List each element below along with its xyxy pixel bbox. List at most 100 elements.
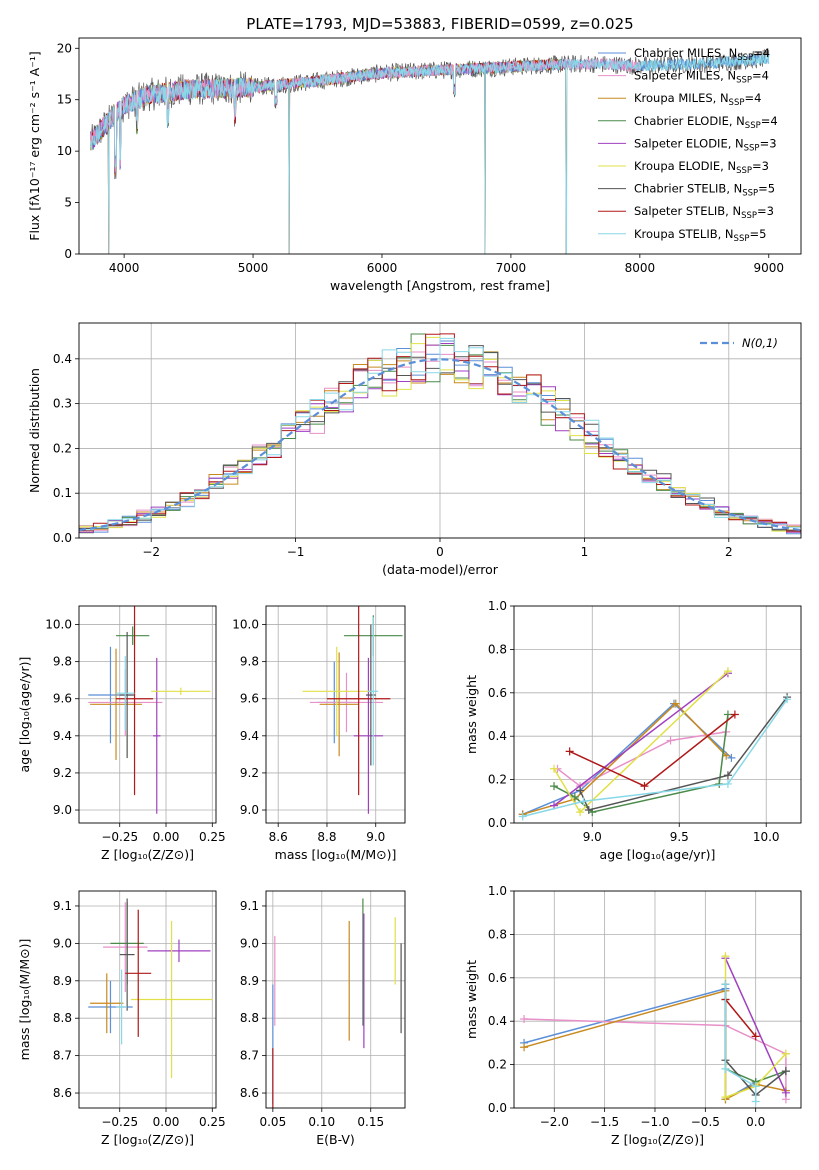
y-tick-label: 8.6 [53, 1086, 72, 1100]
weight-point [520, 1043, 529, 1052]
weight-point [751, 1082, 760, 1091]
plot-area-mass-vs-EBV [266, 891, 405, 1108]
axes-frame [78, 322, 802, 539]
legend-label-tail: =4 [761, 114, 778, 128]
y-tick-label: 0.6 [488, 686, 507, 700]
legend-label-name: Salpeter MILES, N [634, 69, 736, 83]
y-tick-label: 8.8 [240, 1011, 259, 1025]
weight-point [723, 667, 732, 676]
weight-point [576, 786, 585, 795]
x-tick-label: −1.0 [640, 1115, 669, 1129]
weight-point [579, 797, 588, 806]
legend-label-sub: SSP [741, 211, 757, 221]
weight-point [781, 1067, 790, 1076]
y-tick-label: 10 [57, 144, 72, 158]
spectrum-series-9 [90, 53, 770, 254]
weight-point [721, 980, 730, 989]
x-tick-label: 1 [581, 545, 589, 559]
y-tick-label: 9.1 [240, 899, 259, 913]
x-tick-label: 8.8 [317, 830, 336, 844]
legend-label-tail: =5 [758, 182, 775, 196]
weight-series-9 [522, 698, 788, 818]
y-tick-label: 10.0 [45, 618, 72, 632]
plot-area-residuals [79, 323, 801, 538]
y-tick-label: 9.6 [240, 692, 259, 706]
y-tick-label: 9.0 [53, 936, 72, 950]
weight-point [727, 753, 736, 762]
y-tick-label: 1.0 [488, 884, 507, 898]
y-tick-label: 8.7 [240, 1049, 259, 1063]
legend-label-sub: SSP [745, 121, 761, 131]
axes-frame [265, 890, 406, 1109]
panel-weights-vs-age: 9.0 9.5 10.0 0.0 0.2 0.4 0.6 0.8 1.0 age [log₁₀(a… [464, 599, 802, 862]
weight-point [723, 779, 732, 788]
panel-spectrum: 4000 5000 6000 7000 8000 9000 0 5 10 15 20 waveleng… [27, 37, 802, 293]
x-tick-label: 0.15 [357, 1115, 384, 1129]
y-tick-label: 0.3 [53, 397, 72, 411]
legend-label-sub: SSP [729, 98, 745, 108]
y-tick-label: 9.4 [240, 729, 259, 743]
weight-series-5 [553, 672, 729, 807]
y-axis-label: Normed distribution [27, 368, 42, 493]
weight-point [781, 1049, 790, 1058]
y-tick-label: 8.6 [240, 1086, 259, 1100]
weight-series-5 [724, 957, 787, 1094]
y-tick-label: 0.4 [53, 352, 72, 366]
x-tick-label: −0.25 [101, 830, 138, 844]
y-tick-label: 0 [64, 247, 72, 261]
weight-point [518, 812, 527, 821]
y-tick-label: 0.1 [53, 486, 72, 500]
y-tick-label: 9.4 [53, 729, 72, 743]
y-tick-label: 8.9 [53, 974, 72, 988]
y-tick-label: 9.0 [53, 803, 72, 817]
legend-label-tail: =3 [760, 136, 777, 150]
weight-point [640, 782, 649, 791]
y-tick-label: 9.8 [240, 655, 259, 669]
legend-label-name: Kroupa STELIB, N [634, 227, 734, 241]
legend-label-name: Chabrier ELODIE, N [634, 114, 745, 128]
x-tick-label: 9.5 [670, 830, 689, 844]
x-tick-label: −2 [142, 545, 160, 559]
weight-point [721, 1064, 730, 1073]
x-tick-label: 9.0 [583, 830, 602, 844]
y-tick-label: 9.2 [53, 766, 72, 780]
x-tick-label: 0.00 [153, 830, 180, 844]
weight-point [550, 782, 559, 791]
y-tick-label: 9.8 [53, 655, 72, 669]
legend-label-name: Salpeter STELIB, N [634, 204, 741, 218]
y-axis-label: Flux [fλ10⁻¹⁷ erg cm⁻² s⁻¹ A⁻¹] [27, 51, 42, 240]
x-tick-label: 9.0 [366, 830, 385, 844]
normal-reference-curve [79, 358, 801, 532]
weight-point [751, 1032, 760, 1041]
weight-point [783, 695, 792, 704]
legend-label-name: Kroupa MILES, N [634, 91, 729, 105]
histogram-series-8 [79, 333, 801, 532]
legend-label: Salpeter ELODIE, NSSP=3 [634, 136, 777, 153]
weight-point [520, 1015, 529, 1024]
legend-label: N(0,1) [742, 336, 778, 350]
legend-label-tail: =3 [757, 204, 774, 218]
legend-label-tail: =3 [752, 159, 769, 173]
y-tick-label: 9.6 [53, 692, 72, 706]
y-tick-label: 0.8 [488, 927, 507, 941]
y-axis-label: mass weight [464, 960, 479, 1039]
weight-point [781, 1088, 790, 1097]
plot-area-age-vs-mass [266, 606, 405, 823]
x-tick-label: 0.0 [746, 1115, 765, 1129]
legend-label: Salpeter MILES, NSSP=4 [634, 69, 769, 86]
legend-label-sub: SSP [742, 189, 758, 199]
y-tick-label: 15 [57, 93, 72, 107]
legend-label-sub: SSP [736, 76, 752, 86]
y-tick-label: 0.0 [488, 1101, 507, 1115]
weight-point [671, 699, 680, 708]
legend-label: Chabrier ELODIE, NSSP=4 [634, 114, 778, 131]
x-tick-label: −2.0 [540, 1115, 569, 1129]
legend-label: Kroupa STELIB, NSSP=5 [634, 227, 766, 244]
weight-point [576, 808, 585, 817]
panel-age-vs-mass: 8.6 8.8 9.0 9.0 9.2 9.4 9.6 9.8 10.0 mass [log₁₀(… [232, 605, 406, 862]
y-tick-label: 0.0 [53, 531, 72, 545]
legend-label-name: Chabrier STELIB, N [634, 182, 742, 196]
x-axis-label: (data-model)/error [382, 562, 499, 577]
